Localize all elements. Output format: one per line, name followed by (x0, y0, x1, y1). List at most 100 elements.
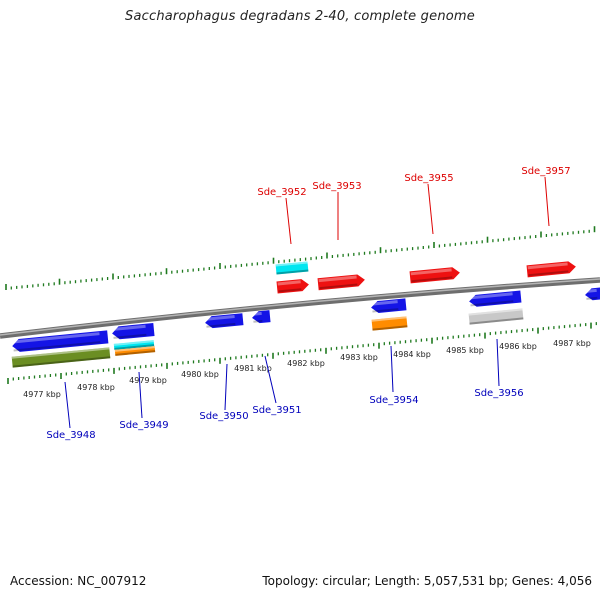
genome-backbone (0, 277, 600, 339)
gene-arrow-partial-shade (586, 296, 598, 300)
gene-arrow-sde-3955 (409, 267, 460, 284)
gene-arrow-sde-3951-shape (252, 310, 271, 324)
gene-arrow-sde-3952-shine (277, 280, 301, 286)
gene-label-sde-3956: Sde_3956 (474, 388, 523, 399)
gene-label-sde-3953: Sde_3953 (312, 181, 361, 192)
gene-arrow-sde-3956-shade (470, 300, 514, 307)
gene-arrow-sde-3949-shine (112, 324, 146, 331)
gene-arrow-partial (585, 287, 600, 301)
gray-feature-3956-shape (468, 308, 524, 325)
orange-feature-3949 (114, 346, 156, 356)
leader-line-bottom (264, 355, 277, 404)
gene-arrow-sde-3956-shape (469, 290, 522, 307)
gene-arrow-sde-3949-shape (112, 323, 155, 340)
genome-backbone-highlight (0, 278, 600, 336)
gene-arrow-sde-3952 (276, 279, 309, 294)
scale-labels: 4977 kbp 4978 kbp 4979 kbp 4980 kbp 4981… (23, 339, 591, 399)
gene-arrow-sde-3953-shape (317, 274, 365, 291)
scale-label: 4977 kbp (23, 390, 61, 399)
gene-label-sde-3957: Sde_3957 (521, 166, 570, 177)
gene-arrow-partial-shape (585, 287, 600, 301)
gene-arrow-sde-3957 (526, 261, 576, 278)
olive-feature-3948-shade (12, 356, 111, 368)
cyan-feature-3952 (275, 261, 309, 275)
leader-line-top (544, 176, 550, 227)
orange-feature-3949-shade (115, 350, 156, 356)
gene-arrow-sde-3949-shade (113, 333, 147, 339)
gene-arrow-sde-3954-shape (371, 298, 407, 313)
scale-label: 4983 kbp (340, 353, 378, 362)
gene-label-sde-3951: Sde_3951 (252, 405, 301, 416)
cyan-feature-3949-shine (113, 340, 154, 346)
scale-label: 4982 kbp (287, 359, 325, 368)
scale-label: 4978 kbp (77, 383, 115, 392)
cyan-feature-3949 (113, 340, 155, 350)
gene-arrow-sde-3949 (112, 323, 155, 340)
cyan-feature-3949-shape (113, 340, 155, 350)
genome-summary-text: Topology: circular; Length: 5,057,531 bp… (262, 574, 592, 588)
gene-label-sde-3954: Sde_3954 (369, 395, 418, 406)
gray-feature-3956-shade (469, 317, 524, 325)
gene-arrow-sde-3950 (205, 313, 244, 329)
leader-line-top (285, 197, 292, 245)
gene-arrow-sde-3955-shade (411, 276, 453, 283)
gene-arrow-sde-3953-shine (318, 275, 357, 283)
gene-label-sde-3949: Sde_3949 (119, 420, 168, 431)
cyan-feature-3952-shade (276, 269, 309, 275)
leader-line-bottom (138, 371, 143, 419)
gene-arrow-sde-3951 (252, 310, 271, 324)
leader-line-bottom (224, 363, 228, 411)
gene-arrow-sde-3951-shade (253, 319, 263, 323)
scale-label: 4985 kbp (446, 346, 484, 355)
gene-arrow-sde-3954 (371, 298, 407, 313)
orange-feature-3954-shade (372, 325, 408, 331)
gene-arrow-sde-3956-shine (469, 292, 513, 300)
gene-arrow-sde-3954-shade (372, 308, 399, 313)
gene-label-sde-3955: Sde_3955 (404, 173, 453, 184)
gene-labels-top: Sde_3952 Sde_3953 Sde_3955 Sde_3957 (257, 166, 570, 198)
gene-arrow-sde-3956 (469, 290, 522, 307)
gene-arrow-sde-3952-shape (276, 279, 309, 294)
gene-arrow-sde-3948-shape (12, 330, 109, 352)
leader-line-bottom (390, 345, 394, 393)
orange-feature-3949-shine (114, 346, 155, 352)
orange-feature-3954-shape (371, 316, 408, 331)
gene-arrow-sde-3955-shine (410, 268, 452, 276)
gray-feature-3956-shine (468, 308, 523, 316)
gene-arrow-sde-3950-shade (206, 322, 236, 328)
gene-arrow-partial-shine (585, 288, 597, 293)
gene-arrow-sde-3951-shine (252, 311, 262, 316)
tick-row-top (5, 226, 596, 290)
leader-line-bottom (64, 381, 71, 429)
gene-arrow-sde-3950-shine (205, 314, 235, 321)
gene-labels-bottom: Sde_3948 Sde_3949 Sde_3950 Sde_3951 Sde_… (46, 388, 523, 441)
scale-label: 4979 kbp (129, 376, 167, 385)
olive-feature-3948-shape (11, 347, 111, 368)
gene-arrow-sde-3948 (12, 330, 109, 352)
scale-label: 4980 kbp (181, 370, 219, 379)
scale-label: 4981 kbp (234, 364, 272, 373)
gene-arrow-sde-3948-shine (12, 332, 100, 344)
cyan-feature-3952-shape (275, 261, 309, 275)
orange-feature-3954 (371, 316, 408, 331)
feature-track (11, 261, 600, 368)
orange-feature-3949-shape (114, 346, 156, 356)
genome-title: Saccharophagus degradans 2-40, complete … (125, 9, 475, 24)
gene-label-sde-3950: Sde_3950 (199, 411, 248, 422)
olive-feature-3948 (11, 347, 111, 368)
gene-arrow-sde-3953 (317, 274, 365, 291)
leader-line-top (427, 183, 434, 235)
leader-line-bottom (496, 338, 500, 387)
scale-label: 4987 kbp (553, 339, 591, 348)
accession-text: Accession: NC_007912 (10, 574, 147, 588)
gray-feature-3956 (468, 308, 524, 325)
cyan-feature-3952-shine (275, 261, 308, 267)
cyan-feature-3949-shade (114, 344, 155, 350)
olive-feature-3948-shine (11, 347, 110, 359)
gene-arrow-sde-3953-shade (319, 283, 358, 290)
orange-feature-3954-shine (371, 316, 407, 322)
scale-label: 4984 kbp (393, 350, 431, 359)
gene-arrow-sde-3955-shape (409, 267, 460, 284)
leader-lines (64, 176, 550, 429)
